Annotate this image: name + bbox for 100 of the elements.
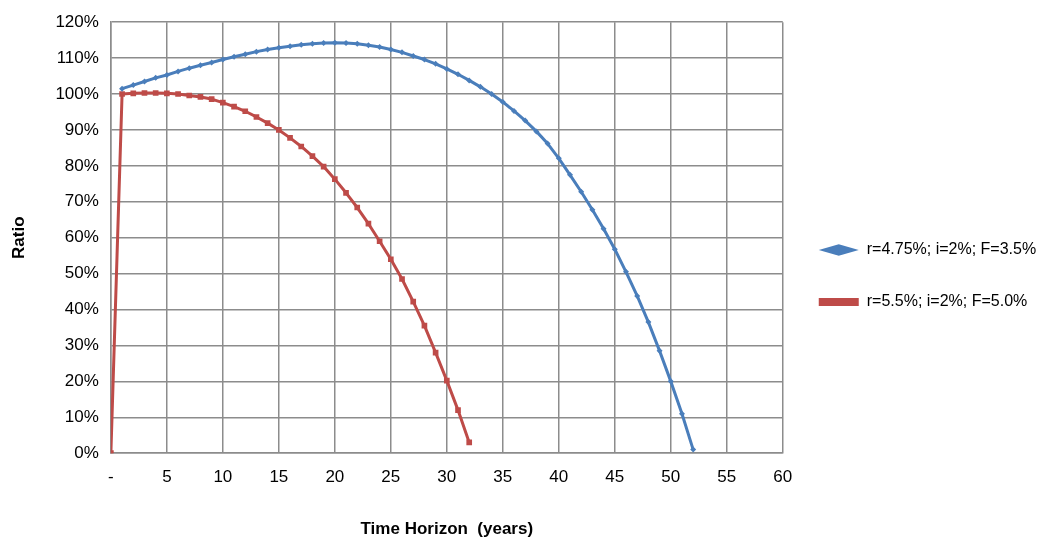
point bbox=[298, 143, 305, 150]
point bbox=[466, 77, 473, 84]
point bbox=[600, 225, 607, 232]
point bbox=[354, 204, 361, 211]
x-tick-label: 35 bbox=[493, 467, 513, 487]
x-tick-label: 55 bbox=[717, 467, 737, 487]
y-tick-label: 20% bbox=[64, 371, 99, 391]
y-axis-title: Ratio bbox=[8, 216, 28, 259]
point bbox=[186, 92, 193, 99]
point bbox=[578, 188, 585, 195]
point bbox=[488, 91, 495, 98]
point bbox=[253, 48, 260, 55]
point bbox=[141, 78, 148, 85]
point bbox=[555, 155, 562, 162]
point bbox=[432, 60, 439, 67]
x-axis-title: Time Horizon (years) bbox=[360, 519, 534, 539]
legend-label: r=4.75%; i=2%; F=3.5% bbox=[866, 240, 1037, 258]
point bbox=[130, 82, 137, 89]
point bbox=[410, 52, 417, 59]
y-tick-label: 100% bbox=[55, 83, 99, 103]
point bbox=[499, 98, 506, 105]
point bbox=[533, 128, 540, 135]
point bbox=[164, 90, 170, 97]
point bbox=[443, 377, 450, 384]
y-tick-label: 60% bbox=[64, 227, 99, 247]
point bbox=[119, 85, 126, 92]
x-tick-label: 20 bbox=[325, 467, 345, 487]
point bbox=[141, 90, 148, 96]
point bbox=[152, 90, 159, 96]
point bbox=[443, 65, 450, 72]
point bbox=[421, 56, 428, 63]
point bbox=[276, 127, 282, 133]
point bbox=[219, 56, 226, 63]
point bbox=[388, 256, 394, 263]
point bbox=[455, 407, 461, 413]
point bbox=[320, 40, 327, 47]
point bbox=[332, 176, 338, 182]
point bbox=[343, 189, 349, 196]
point bbox=[152, 74, 159, 81]
point bbox=[376, 238, 383, 245]
point bbox=[365, 220, 372, 227]
point bbox=[119, 91, 125, 97]
point bbox=[678, 410, 685, 417]
point bbox=[287, 43, 294, 50]
point bbox=[130, 90, 137, 97]
point bbox=[275, 44, 282, 51]
point bbox=[690, 446, 697, 453]
point bbox=[186, 65, 193, 72]
x-tick-label: 50 bbox=[661, 467, 681, 487]
y-tick-label: 70% bbox=[64, 191, 99, 211]
point bbox=[287, 135, 293, 141]
point bbox=[253, 114, 260, 120]
y-tick-label: 30% bbox=[64, 335, 99, 355]
x-tick-label: 5 bbox=[162, 467, 172, 487]
x-tick-label: - bbox=[108, 467, 114, 487]
point bbox=[197, 62, 204, 69]
point bbox=[634, 292, 641, 299]
y-tick-label: 10% bbox=[64, 406, 99, 426]
point bbox=[309, 153, 316, 159]
point bbox=[622, 268, 629, 275]
x-tick-label: 45 bbox=[605, 467, 625, 487]
point bbox=[544, 140, 551, 147]
point bbox=[589, 206, 596, 213]
y-tick-label: 80% bbox=[64, 155, 99, 175]
point bbox=[455, 71, 462, 78]
point bbox=[264, 46, 271, 53]
y-tick-label: 90% bbox=[64, 119, 99, 139]
point bbox=[220, 99, 226, 106]
point bbox=[511, 107, 517, 114]
point bbox=[566, 171, 573, 178]
point bbox=[264, 120, 271, 126]
point bbox=[208, 59, 215, 66]
point bbox=[466, 439, 473, 446]
point bbox=[231, 103, 237, 110]
x-tick-label: 25 bbox=[381, 467, 401, 487]
point bbox=[645, 319, 652, 326]
point bbox=[387, 46, 394, 53]
x-tick-label: 10 bbox=[213, 467, 233, 487]
y-tick-label: 110% bbox=[56, 47, 99, 67]
point bbox=[656, 347, 663, 354]
point bbox=[175, 68, 182, 75]
legend-label: r=5.5%; i=2%; F=5.0% bbox=[866, 292, 1028, 310]
y-tick-label: 50% bbox=[64, 263, 99, 283]
point bbox=[242, 51, 249, 58]
x-tick-label: 15 bbox=[269, 467, 289, 487]
point bbox=[421, 322, 428, 329]
point bbox=[242, 108, 249, 115]
point bbox=[410, 298, 417, 305]
y-tick-label: 120% bbox=[55, 11, 99, 31]
point bbox=[331, 39, 338, 46]
x-tick-label: 30 bbox=[437, 467, 457, 487]
point bbox=[477, 83, 484, 90]
point bbox=[354, 40, 361, 47]
x-tick-label: 40 bbox=[549, 467, 569, 487]
point bbox=[197, 94, 204, 100]
point bbox=[399, 49, 406, 56]
point bbox=[208, 96, 215, 102]
y-tick-label: 0% bbox=[74, 442, 99, 462]
point bbox=[667, 378, 674, 385]
point bbox=[175, 91, 181, 97]
